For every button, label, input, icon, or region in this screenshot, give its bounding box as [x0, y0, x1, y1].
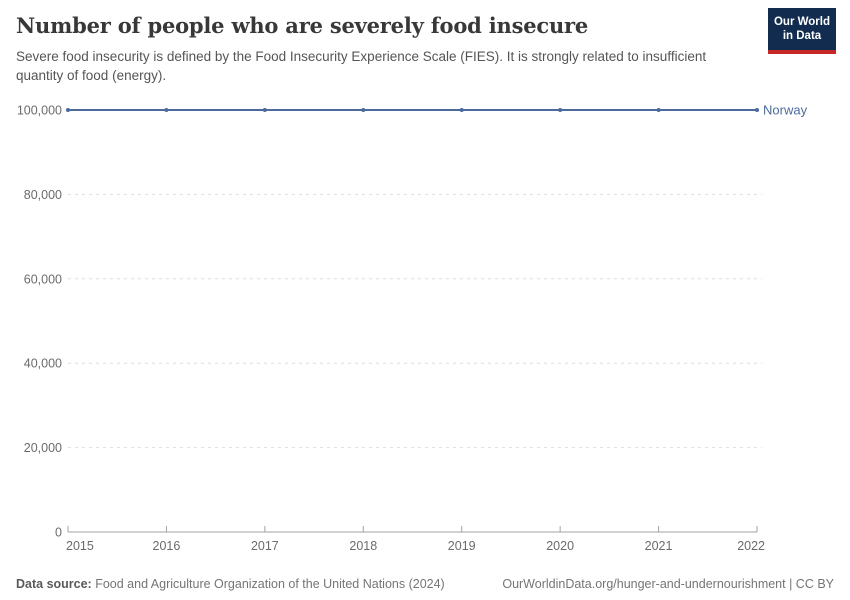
owid-logo-line1: Our World [773, 15, 830, 28]
owid-logo-line2: in Data [782, 30, 822, 42]
y-tick-label: 20,000 [24, 441, 62, 455]
chart-canvas[interactable]: 0 20,000 40,000 60,000 80,000 100,000 2015 2016… [0, 95, 850, 565]
data-point[interactable] [656, 108, 661, 112]
y-tick-label: 80,000 [24, 188, 62, 202]
data-point[interactable] [66, 108, 70, 112]
data-source: Data source: Food and Agriculture Organi… [16, 577, 445, 591]
y-tick-label: 60,000 [24, 272, 62, 286]
x-tick-label: 2022 [737, 539, 765, 553]
data-point[interactable] [755, 108, 759, 112]
chart-subtitle: Severe food insecurity is defined by the… [16, 49, 707, 84]
data-point[interactable] [164, 108, 169, 112]
data-point[interactable] [558, 108, 563, 112]
y-tick-label: 100,000 [17, 104, 62, 118]
page-title: Number of people who are severely food i… [16, 13, 589, 38]
x-tick-label: 2015 [66, 539, 94, 553]
data-point[interactable] [361, 108, 366, 112]
data-source-text: Food and Agriculture Organization of the… [91, 577, 445, 591]
data-source-label: Data source: [16, 577, 92, 591]
chart-footer: Data source: Food and Agriculture Organi… [16, 577, 834, 591]
footer-link[interactable]: OurWorldinData.org/hunger-and-undernouri… [502, 577, 834, 591]
y-tick-label: 0 [55, 526, 62, 540]
x-tick-label: 2017 [251, 539, 279, 553]
chart-header: Number of people who are severely food i… [16, 13, 750, 85]
x-tick-label: 2018 [349, 539, 377, 553]
line-chart[interactable]: 0 20,000 40,000 60,000 80,000 100,000 2015 2016… [0, 95, 850, 565]
entity-label[interactable]: Norway [763, 103, 808, 118]
data-point[interactable] [262, 108, 267, 112]
x-tick-label: 2019 [448, 539, 476, 553]
x-tick-label: 2020 [546, 539, 574, 553]
owid-logo[interactable]: Our World in Data [768, 8, 836, 54]
x-tick-label: 2021 [645, 539, 673, 553]
x-tick-label: 2016 [153, 539, 181, 553]
y-tick-label: 40,000 [24, 357, 62, 371]
data-point[interactable] [459, 108, 464, 112]
